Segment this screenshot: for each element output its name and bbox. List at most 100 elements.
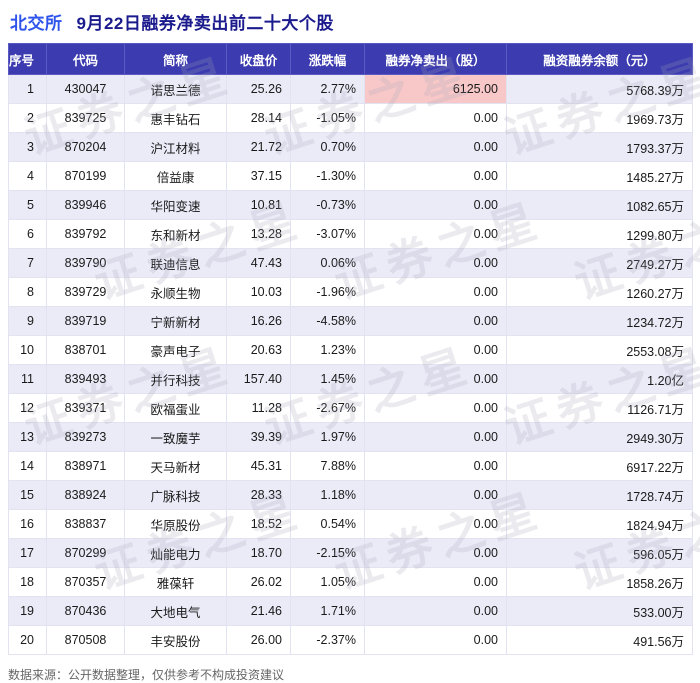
balance-cell: 491.56万 bbox=[506, 625, 693, 655]
code-cell: 870299 bbox=[46, 538, 125, 568]
change-cell: -2.37% bbox=[290, 625, 365, 655]
seq-cell: 9 bbox=[8, 306, 47, 336]
code-cell: 839719 bbox=[46, 306, 125, 336]
change-cell: -4.58% bbox=[290, 306, 365, 336]
close-cell: 37.15 bbox=[226, 161, 291, 191]
close-cell: 10.03 bbox=[226, 277, 291, 307]
name-cell: 天马新材 bbox=[124, 451, 227, 481]
netsell-cell: 0.00 bbox=[364, 509, 507, 539]
name-cell: 灿能电力 bbox=[124, 538, 227, 568]
table-row: 17 870299 灿能电力 18.70 -2.15% 0.00 596.05万 bbox=[8, 538, 693, 568]
table-row: 4 870199 倍益康 37.15 -1.30% 0.00 1485.27万 bbox=[8, 161, 693, 191]
change-cell: -0.73% bbox=[290, 190, 365, 220]
seq-cell: 6 bbox=[8, 219, 47, 249]
table-row: 11 839493 并行科技 157.40 1.45% 0.00 1.20亿 bbox=[8, 364, 693, 394]
netsell-cell: 0.00 bbox=[364, 335, 507, 365]
change-cell: 1.23% bbox=[290, 335, 365, 365]
close-cell: 39.39 bbox=[226, 422, 291, 452]
column-header: 代码 bbox=[46, 43, 125, 75]
seq-cell: 2 bbox=[8, 103, 47, 133]
change-cell: 0.54% bbox=[290, 509, 365, 539]
name-cell: 豪声电子 bbox=[124, 335, 227, 365]
stocks-table: 序号 代码 简称 收盘价 涨跌幅 融券净卖出（股） 融资融券余额（元） 1 430047 诺思兰… bbox=[8, 43, 693, 655]
name-cell: 一致魔芋 bbox=[124, 422, 227, 452]
code-cell: 870436 bbox=[46, 596, 125, 626]
column-header: 涨跌幅 bbox=[290, 43, 365, 75]
name-cell: 联迪信息 bbox=[124, 248, 227, 278]
close-cell: 21.72 bbox=[226, 132, 291, 162]
code-cell: 870204 bbox=[46, 132, 125, 162]
close-cell: 13.28 bbox=[226, 219, 291, 249]
column-header: 序号 bbox=[8, 43, 47, 75]
netsell-cell: 0.00 bbox=[364, 248, 507, 278]
netsell-cell: 0.00 bbox=[364, 219, 507, 249]
close-cell: 10.81 bbox=[226, 190, 291, 220]
name-cell: 广脉科技 bbox=[124, 480, 227, 510]
close-cell: 16.26 bbox=[226, 306, 291, 336]
balance-cell: 596.05万 bbox=[506, 538, 693, 568]
balance-cell: 2749.27万 bbox=[506, 248, 693, 278]
balance-cell: 1824.94万 bbox=[506, 509, 693, 539]
netsell-cell: 0.00 bbox=[364, 451, 507, 481]
netsell-cell: 0.00 bbox=[364, 364, 507, 394]
balance-cell: 1728.74万 bbox=[506, 480, 693, 510]
netsell-cell: 0.00 bbox=[364, 161, 507, 191]
close-cell: 20.63 bbox=[226, 335, 291, 365]
code-cell: 839725 bbox=[46, 103, 125, 133]
code-cell: 838837 bbox=[46, 509, 125, 539]
code-cell: 838924 bbox=[46, 480, 125, 510]
table-row: 16 838837 华原股份 18.52 0.54% 0.00 1824.94万 bbox=[8, 509, 693, 539]
netsell-cell: 0.00 bbox=[364, 625, 507, 655]
seq-cell: 19 bbox=[8, 596, 47, 626]
balance-cell: 1234.72万 bbox=[506, 306, 693, 336]
netsell-cell: 0.00 bbox=[364, 596, 507, 626]
netsell-cell: 0.00 bbox=[364, 480, 507, 510]
balance-cell: 1126.71万 bbox=[506, 393, 693, 423]
change-cell: 7.88% bbox=[290, 451, 365, 481]
change-cell: -1.05% bbox=[290, 103, 365, 133]
name-cell: 华原股份 bbox=[124, 509, 227, 539]
seq-cell: 8 bbox=[8, 277, 47, 307]
balance-cell: 1260.27万 bbox=[506, 277, 693, 307]
netsell-cell: 6125.00 bbox=[364, 74, 507, 104]
table-row: 5 839946 华阳变速 10.81 -0.73% 0.00 1082.65万 bbox=[8, 190, 693, 220]
table-row: 6 839792 东和新材 13.28 -3.07% 0.00 1299.80万 bbox=[8, 219, 693, 249]
table-row: 3 870204 沪江材料 21.72 0.70% 0.00 1793.37万 bbox=[8, 132, 693, 162]
close-cell: 25.26 bbox=[226, 74, 291, 104]
name-cell: 永顺生物 bbox=[124, 277, 227, 307]
balance-cell: 2949.30万 bbox=[506, 422, 693, 452]
seq-cell: 3 bbox=[8, 132, 47, 162]
seq-cell: 20 bbox=[8, 625, 47, 655]
balance-cell: 2553.08万 bbox=[506, 335, 693, 365]
balance-cell: 533.00万 bbox=[506, 596, 693, 626]
netsell-cell: 0.00 bbox=[364, 103, 507, 133]
change-cell: 1.45% bbox=[290, 364, 365, 394]
code-cell: 839371 bbox=[46, 393, 125, 423]
data-source-note: 数据来源：公开数据整理，仅供参考不构成投资建议 bbox=[8, 668, 285, 682]
seq-cell: 17 bbox=[8, 538, 47, 568]
page-title: 北交所 9月22日融券净卖出前二十大个股 bbox=[0, 0, 700, 34]
balance-cell: 1969.73万 bbox=[506, 103, 693, 133]
table-row: 13 839273 一致魔芋 39.39 1.97% 0.00 2949.30万 bbox=[8, 422, 693, 452]
seq-cell: 10 bbox=[8, 335, 47, 365]
table-row: 18 870357 雅葆轩 26.02 1.05% 0.00 1858.26万 bbox=[8, 567, 693, 597]
close-cell: 47.43 bbox=[226, 248, 291, 278]
name-cell: 倍益康 bbox=[124, 161, 227, 191]
close-cell: 11.28 bbox=[226, 393, 291, 423]
netsell-cell: 0.00 bbox=[364, 277, 507, 307]
seq-cell: 5 bbox=[8, 190, 47, 220]
seq-cell: 14 bbox=[8, 451, 47, 481]
title-exchange: 北交所 bbox=[10, 14, 63, 33]
balance-cell: 1.20亿 bbox=[506, 364, 693, 394]
change-cell: -2.67% bbox=[290, 393, 365, 423]
table-row: 9 839719 宁新新材 16.26 -4.58% 0.00 1234.72万 bbox=[8, 306, 693, 336]
change-cell: 1.05% bbox=[290, 567, 365, 597]
table-row: 20 870508 丰安股份 26.00 -2.37% 0.00 491.56万 bbox=[8, 625, 693, 655]
close-cell: 18.70 bbox=[226, 538, 291, 568]
change-cell: 1.18% bbox=[290, 480, 365, 510]
change-cell: -1.96% bbox=[290, 277, 365, 307]
close-cell: 157.40 bbox=[226, 364, 291, 394]
name-cell: 沪江材料 bbox=[124, 132, 227, 162]
change-cell: -2.15% bbox=[290, 538, 365, 568]
netsell-cell: 0.00 bbox=[364, 132, 507, 162]
